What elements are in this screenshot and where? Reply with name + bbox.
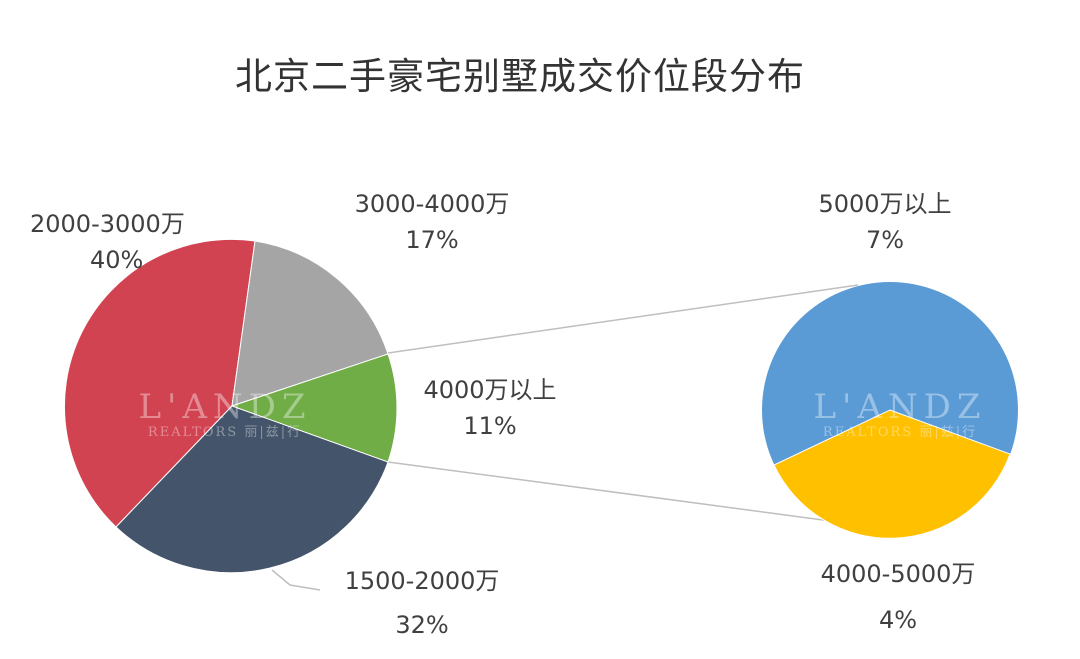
label-name: 4000-5000万 [820,560,976,588]
slice-3000-4000[interactable] [231,240,389,407]
secondary-pie [762,282,1018,539]
label-percent: 4% [878,606,918,634]
label-percent: 32% [395,611,449,639]
slice-2000-3000[interactable] [63,238,256,528]
label-4000-5000: 4000-5000万 4% [803,556,993,638]
label-name: 1500-2000万 [344,567,500,595]
chart-title: 北京二手豪宅别墅成交价位段分布 [235,55,805,98]
label-3000-4000: 3000-4000万 17% [342,186,522,258]
connector-line-top [387,284,859,354]
main-pie [63,238,398,574]
label-percent: 7% [865,226,905,254]
label-percent: 11% [463,412,517,440]
label-2000-3000: 2000-3000万 40% [30,206,185,278]
label-name: 3000-4000万 [354,190,510,218]
label-4000-plus: 4000万以上 11% [404,372,576,444]
label-name: 5000万以上 [818,190,952,218]
label-5000-plus: 5000万以上 7% [790,186,980,258]
slice-4000-plus[interactable] [230,353,398,463]
label-1500-2000: 1500-2000万 32% [332,563,512,643]
slice-1500-2000[interactable] [115,405,389,574]
label-percent: 40% [90,246,144,274]
label-name: 2000-3000万 [30,210,185,238]
connector-line-bottom [387,461,869,527]
label-percent: 17% [405,226,459,254]
label-name: 4000万以上 [423,376,557,404]
slice-4000-5000[interactable] [773,409,1011,539]
leader-line-1500-2000 [271,569,321,591]
